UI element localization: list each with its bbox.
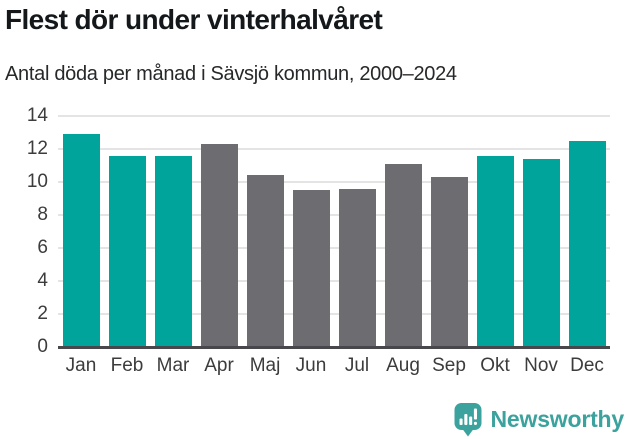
bar-slot-okt xyxy=(472,116,518,347)
bar-aug xyxy=(384,163,422,347)
y-tick-label-12: 12 xyxy=(26,138,48,159)
bar-jul xyxy=(338,188,376,347)
bar-apr xyxy=(200,144,238,347)
gridline-14 xyxy=(58,115,610,117)
bar-slot-feb xyxy=(104,116,150,347)
y-tick-label-8: 8 xyxy=(37,204,48,226)
x-axis-labels: Jan Feb Mar Apr Maj Jun Jul Aug Sep Okt Nov Dec xyxy=(58,353,610,379)
gridline-12 xyxy=(58,148,610,150)
brand-name: Newsworthy xyxy=(490,406,625,432)
x-tick-label-apr: Apr xyxy=(204,355,234,376)
gridline-2 xyxy=(58,313,610,316)
bar-jun xyxy=(292,190,330,347)
bar-dec xyxy=(568,140,606,347)
bar-slot-apr xyxy=(196,116,242,347)
gridline-8 xyxy=(58,214,610,217)
chart-subtitle: Antal döda per månad i Sävsjö kommun, 20… xyxy=(5,63,457,85)
x-tick-label-jul: Jul xyxy=(344,355,370,376)
bar-maj xyxy=(246,175,284,347)
bar-slot-jan xyxy=(58,116,104,347)
x-tick-label-nov: Nov xyxy=(524,355,558,376)
x-tick-label-jun: Jun xyxy=(295,355,327,376)
gridline-6 xyxy=(58,247,610,249)
gridline-10 xyxy=(58,181,610,183)
x-tick-label-mar: Mar xyxy=(156,355,190,376)
bar-chart: 0 2 4 6 8 10 12 14 xyxy=(0,105,631,357)
plot-area xyxy=(58,115,610,349)
bar-slot-jul xyxy=(334,116,380,347)
bar-feb xyxy=(108,155,146,347)
y-tick-label-6: 6 xyxy=(37,237,48,258)
bar-jan xyxy=(62,134,100,347)
x-tick-label-aug: Aug xyxy=(386,355,420,376)
x-tick-label-dec: Dec xyxy=(570,355,604,376)
newsworthy-logo-icon xyxy=(453,401,483,437)
gridline-4 xyxy=(58,280,610,283)
bar-slot-mar xyxy=(150,116,196,347)
y-tick-label-0: 0 xyxy=(37,336,48,357)
chart-title: Flest dör under vinterhalvåret xyxy=(5,4,383,35)
bar-slot-sep xyxy=(426,116,472,347)
bar-slot-maj xyxy=(242,116,288,347)
bar-nov xyxy=(522,158,560,347)
bar-slot-nov xyxy=(518,116,564,347)
x-tick-label-jan: Jan xyxy=(65,355,97,376)
bar-sep xyxy=(430,177,468,347)
bar-slot-jun xyxy=(288,116,334,347)
x-tick-label-feb: Feb xyxy=(110,355,144,376)
bar-slot-dec xyxy=(564,116,610,347)
brand-footer: Newsworthy xyxy=(453,400,624,438)
bar-okt xyxy=(476,155,514,347)
y-tick-label-10: 10 xyxy=(26,171,48,192)
bars xyxy=(58,116,610,347)
y-tick-label-14: 14 xyxy=(26,105,48,126)
bar-mar xyxy=(154,155,192,347)
bar-slot-aug xyxy=(380,116,426,347)
y-tick-label-2: 2 xyxy=(37,303,48,325)
y-tick-label-4: 4 xyxy=(37,270,48,292)
y-axis-labels: 0 2 4 6 8 10 12 14 xyxy=(0,105,48,357)
x-axis-line xyxy=(58,346,610,349)
x-tick-label-sep: Sep xyxy=(432,355,466,376)
x-tick-label-maj: Maj xyxy=(249,355,281,376)
x-tick-label-okt: Okt xyxy=(480,355,510,376)
